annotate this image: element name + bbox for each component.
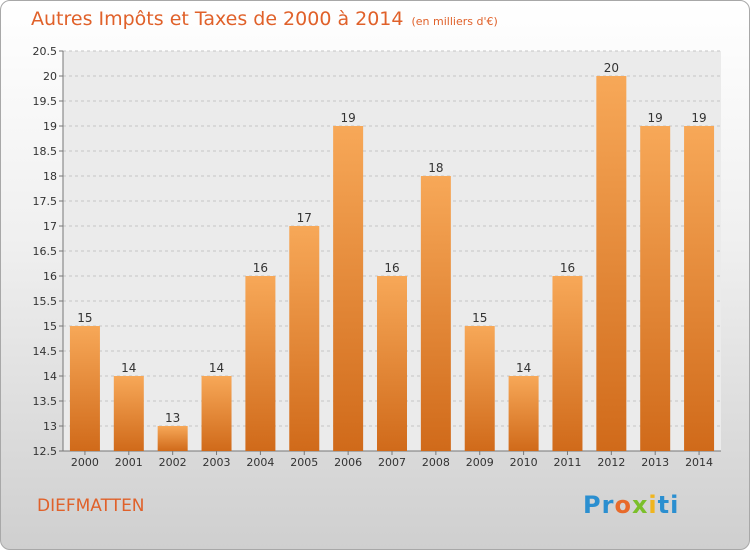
data-label-2002: 13 [165, 411, 180, 425]
bar-2004 [245, 276, 276, 451]
y-tick-label: 19 [43, 120, 57, 133]
data-label-2006: 19 [340, 111, 355, 125]
x-tick-label: 2010 [510, 456, 538, 469]
bar-2011 [552, 276, 583, 451]
proxiti-logo: Proxiti [583, 491, 680, 519]
bar-chart: 12.5 13 13.5 14 14.5 15 15.5 16 16.5 17 17.5 18 18.5… [33, 45, 721, 469]
data-label-2005: 17 [297, 211, 312, 225]
y-tick-label: 18.5 [33, 145, 58, 158]
data-label-2014: 19 [691, 111, 706, 125]
bar-2000 [69, 326, 100, 451]
x-tick-label: 2000 [71, 456, 99, 469]
x-tick-label: 2012 [597, 456, 625, 469]
bar-2009 [464, 326, 495, 451]
x-tick-label: 2008 [422, 456, 450, 469]
x-tick-label: 2009 [466, 456, 494, 469]
bar-2007 [377, 276, 407, 451]
y-tick-label: 16 [43, 270, 57, 283]
x-tick-label: 2004 [246, 456, 274, 469]
x-tick-label: 2003 [203, 456, 231, 469]
data-label-2008: 18 [428, 161, 443, 175]
commune-name: DIEFMATTEN [37, 496, 145, 516]
bar-2005 [289, 226, 320, 451]
y-tick-label: 14 [43, 370, 57, 383]
data-label-2012: 20 [604, 61, 619, 75]
y-tick-label: 13.5 [33, 395, 58, 408]
data-label-2013: 19 [648, 111, 663, 125]
x-tick-label: 2007 [378, 456, 406, 469]
y-tick-label: 15 [43, 320, 57, 333]
bar-2002 [157, 426, 188, 451]
bar-2013 [640, 126, 671, 451]
y-tick-label: 20.5 [33, 45, 58, 58]
x-tick-label: 2002 [159, 456, 187, 469]
y-tick-label: 16.5 [33, 245, 58, 258]
x-tick-label: 2014 [685, 456, 713, 469]
y-tick-label: 19.5 [33, 95, 58, 108]
data-label-2007: 16 [384, 261, 399, 275]
bar-2003 [201, 376, 232, 451]
y-tick-label: 20 [43, 70, 57, 83]
y-tick-label: 18 [43, 170, 57, 183]
x-tick-label: 2013 [641, 456, 669, 469]
bar-2001 [113, 376, 144, 451]
title-unit: (en milliers d'€) [411, 15, 498, 28]
y-tick-label: 15.5 [33, 295, 58, 308]
x-tick-label: 2006 [334, 456, 362, 469]
data-label-2000: 15 [77, 311, 92, 325]
y-tick-label: 17.5 [33, 195, 58, 208]
y-tick-label: 17 [43, 220, 57, 233]
bar-2006 [333, 126, 364, 451]
title-main: Autres Impôts et Taxes de 2000 à 2014 [31, 8, 404, 30]
y-tick-label: 13 [43, 420, 57, 433]
x-tick-label: 2011 [553, 456, 581, 469]
x-tick-label: 2005 [290, 456, 318, 469]
data-label-2010: 14 [516, 361, 531, 375]
bar-2012 [596, 76, 627, 451]
y-tick-label: 14.5 [33, 345, 58, 358]
data-label-2003: 14 [209, 361, 224, 375]
data-label-2011: 16 [560, 261, 575, 275]
bar-2010 [508, 376, 539, 451]
data-label-2004: 16 [253, 261, 268, 275]
y-tick-label: 12.5 [33, 445, 58, 458]
bar-2008 [420, 176, 451, 451]
x-tick-label: 2001 [115, 456, 143, 469]
data-label-2009: 15 [472, 311, 487, 325]
data-label-2001: 14 [121, 361, 136, 375]
chart-title: Autres Impôts et Taxes de 2000 à 2014 (en… [31, 8, 498, 30]
bar-2014 [684, 126, 715, 451]
